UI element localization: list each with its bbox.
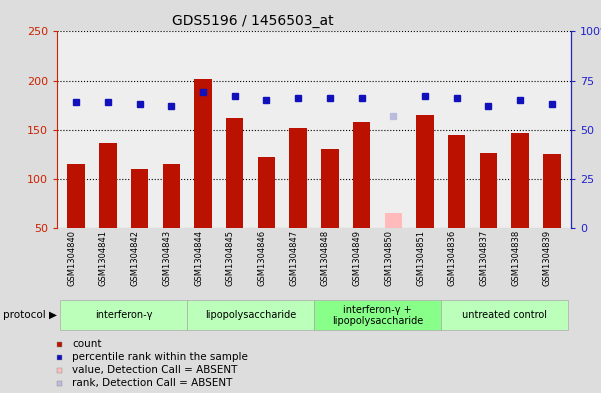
Text: GSM1304841: GSM1304841 [99,230,108,286]
Bar [187,300,314,331]
Text: interferon-γ +
lipopolysaccharide: interferon-γ + lipopolysaccharide [332,305,423,326]
Text: GSM1304846: GSM1304846 [257,230,266,286]
Text: GSM1304851: GSM1304851 [416,230,425,286]
Bar [441,300,568,331]
Text: value, Detection Call = ABSENT: value, Detection Call = ABSENT [72,365,237,375]
Text: GSM1304837: GSM1304837 [480,230,489,286]
Text: interferon-γ: interferon-γ [95,310,153,320]
Bar [385,213,402,277]
Text: GDS5196 / 1456503_at: GDS5196 / 1456503_at [172,14,333,28]
Bar [353,122,370,277]
Bar [321,149,338,277]
Text: GSM1304849: GSM1304849 [353,230,362,286]
Bar [67,164,85,277]
Bar [131,169,148,277]
Bar [226,118,243,277]
Bar [60,300,187,331]
Bar [290,128,307,277]
Bar [99,143,117,277]
Bar [480,153,497,277]
Bar [543,154,561,277]
Text: GSM1304843: GSM1304843 [162,230,171,286]
Text: GSM1304850: GSM1304850 [384,230,393,286]
Bar [258,157,275,277]
Text: GSM1304838: GSM1304838 [511,230,520,286]
Bar [194,79,212,277]
Text: GSM1304839: GSM1304839 [543,230,552,286]
Text: GSM1304836: GSM1304836 [448,230,457,286]
Text: GSM1304845: GSM1304845 [226,230,235,286]
Text: percentile rank within the sample: percentile rank within the sample [72,352,248,362]
Bar [448,134,466,277]
Bar [314,300,441,331]
Text: GSM1304847: GSM1304847 [289,230,298,286]
Text: GSM1304842: GSM1304842 [130,230,139,286]
Bar [511,133,529,277]
Text: GSM1304840: GSM1304840 [67,230,76,286]
Text: untreated control: untreated control [462,310,547,320]
Text: count: count [72,339,102,349]
Text: protocol ▶: protocol ▶ [3,310,57,320]
Bar [162,164,180,277]
Bar [416,115,434,277]
Text: GSM1304848: GSM1304848 [321,230,330,286]
Text: rank, Detection Call = ABSENT: rank, Detection Call = ABSENT [72,378,233,388]
Text: lipopolysaccharide: lipopolysaccharide [205,310,296,320]
Text: GSM1304844: GSM1304844 [194,230,203,286]
